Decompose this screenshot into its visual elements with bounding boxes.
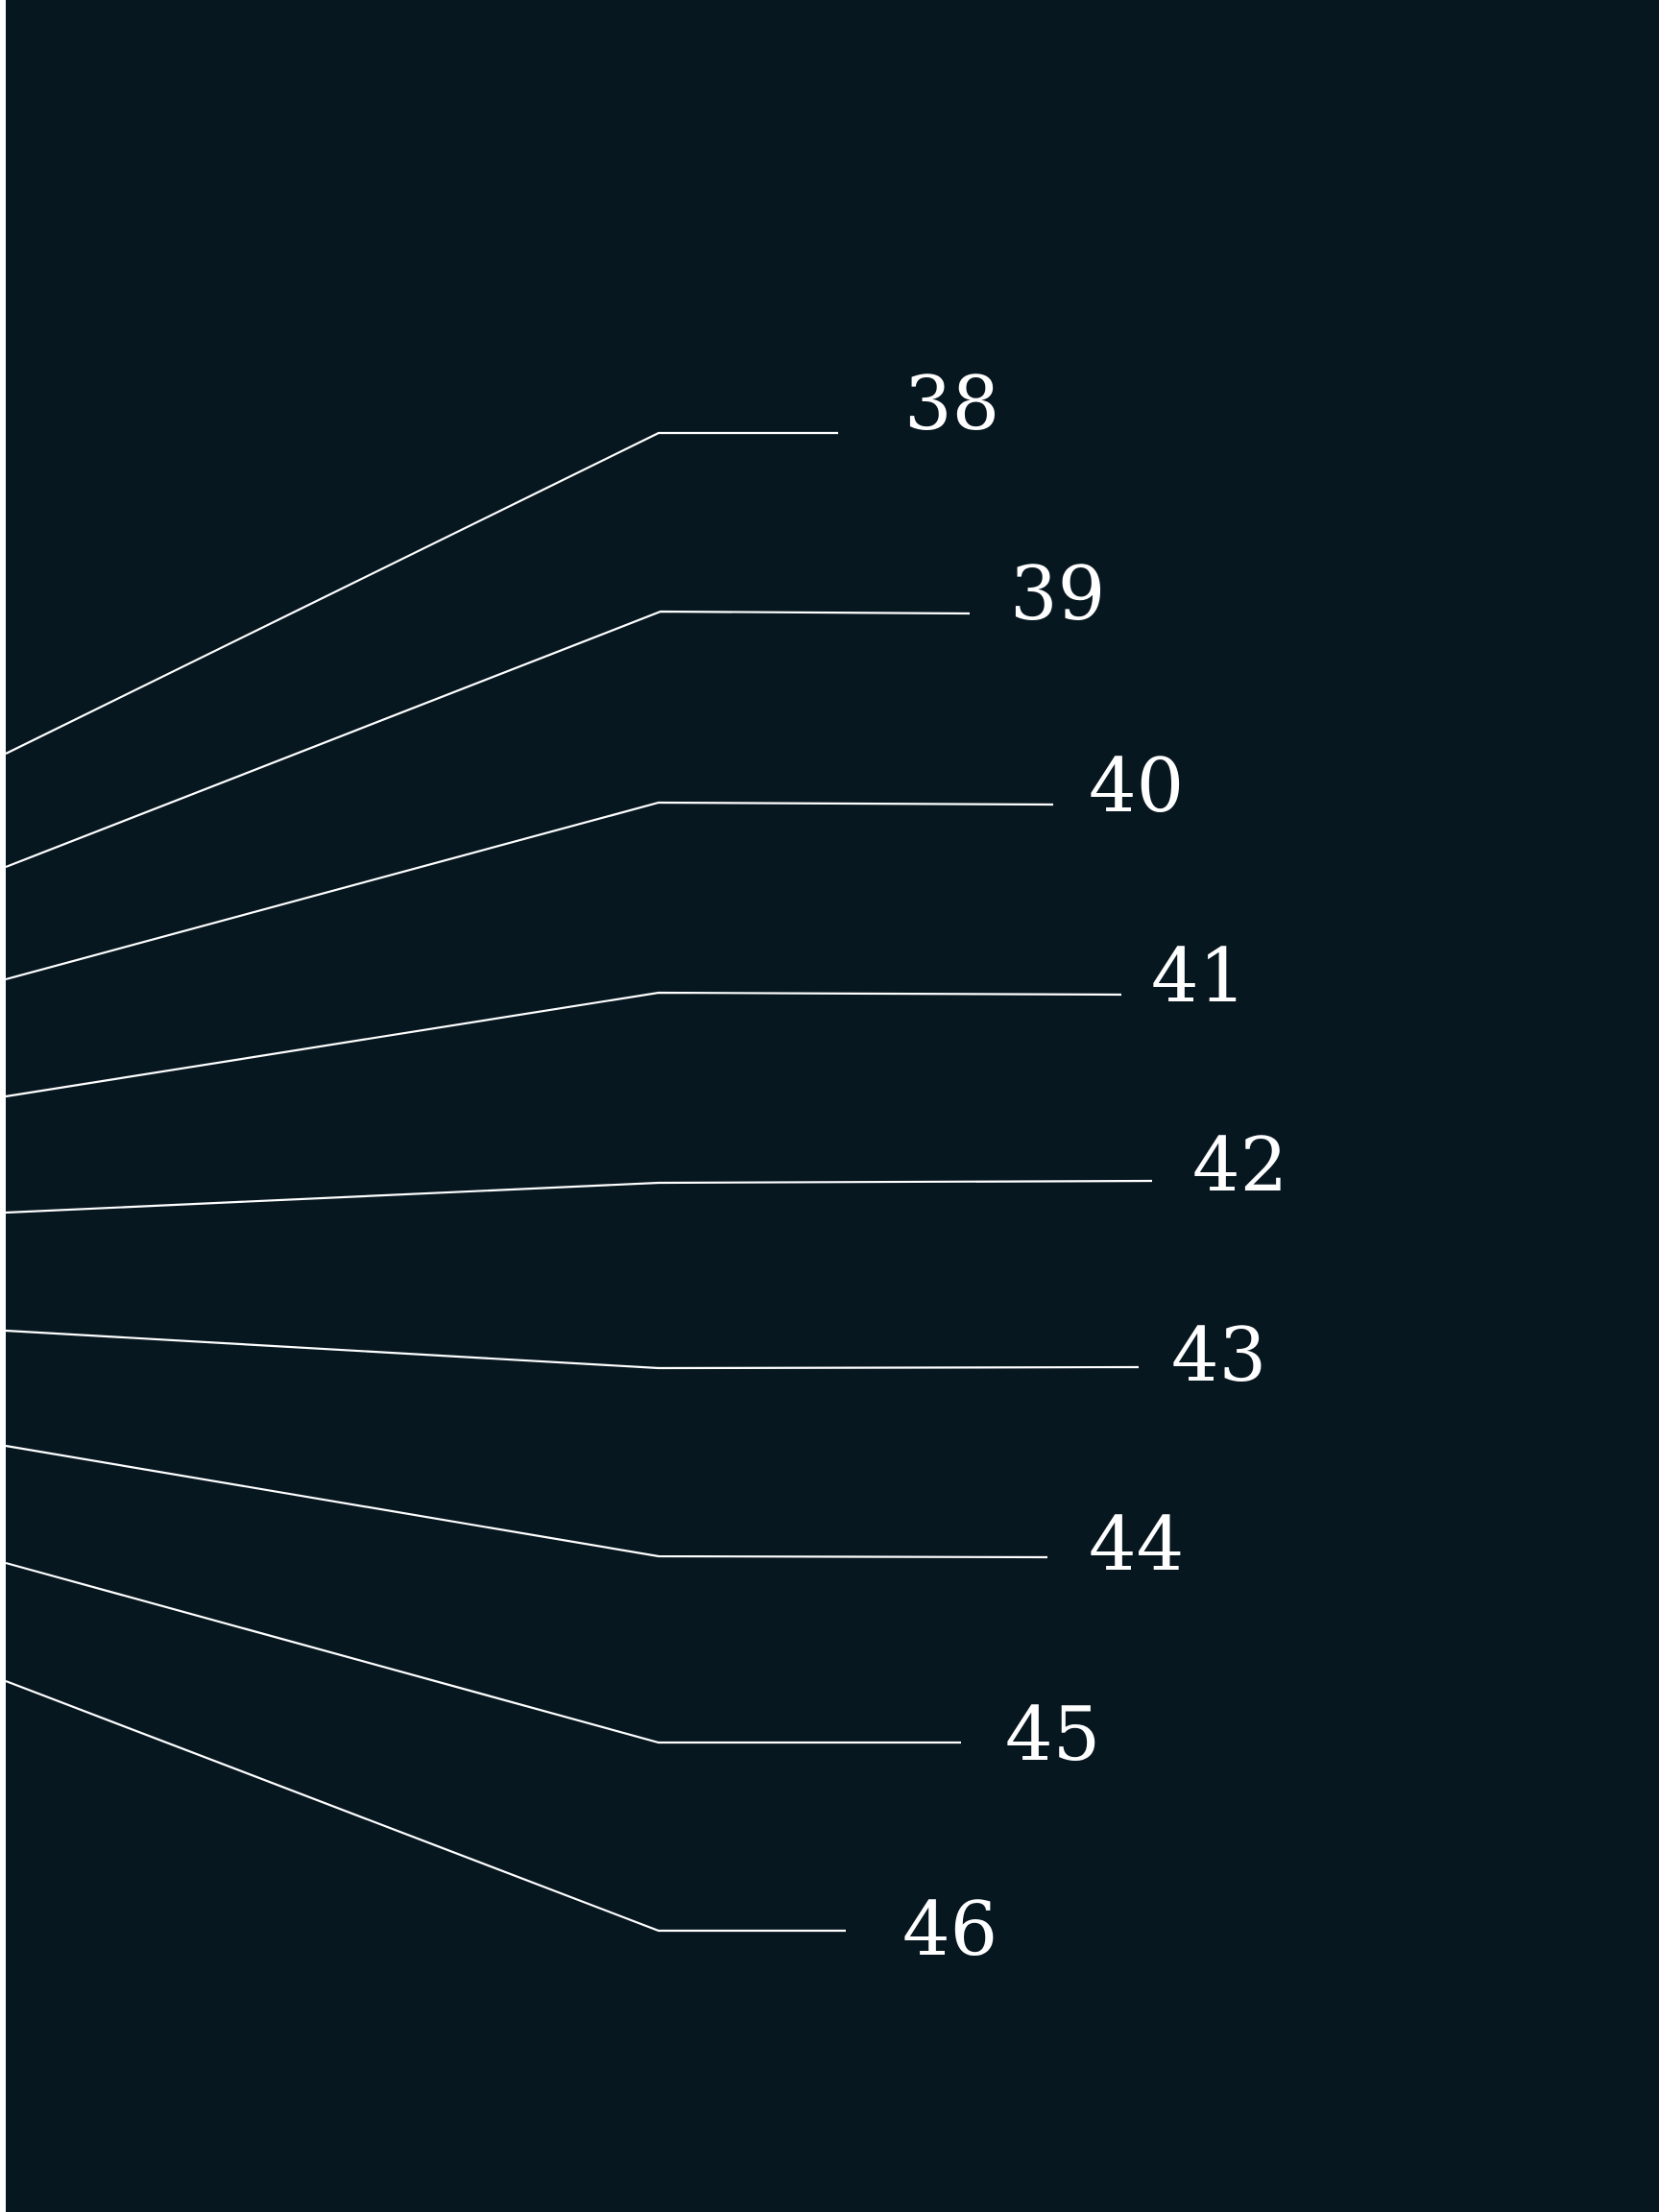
leader-line-43 <box>5 1329 1140 1370</box>
callout-label-46: 46 <box>902 1887 998 1973</box>
leader-line-38 <box>5 431 838 755</box>
leader-line-40 <box>5 801 1054 981</box>
leader-line-41 <box>5 991 1122 1098</box>
leader-line-46 <box>5 1679 846 1933</box>
leader-line-44 <box>5 1444 1048 1559</box>
callout-label-40: 40 <box>1089 743 1184 830</box>
leader-line-45 <box>5 1561 961 1744</box>
callout-label-41: 41 <box>1151 933 1246 1020</box>
leader-line-39 <box>5 610 971 869</box>
dark-panel <box>6 0 1659 2212</box>
left-edge-strip <box>0 0 6 2212</box>
leader-line-42 <box>5 1179 1153 1214</box>
callout-label-38: 38 <box>904 361 999 447</box>
callout-label-44: 44 <box>1089 1502 1184 1588</box>
callout-label-45: 45 <box>1005 1692 1100 1778</box>
callout-label-39: 39 <box>1010 551 1105 637</box>
callout-label-43: 43 <box>1171 1312 1266 1399</box>
callout-label-42: 42 <box>1192 1122 1287 1209</box>
